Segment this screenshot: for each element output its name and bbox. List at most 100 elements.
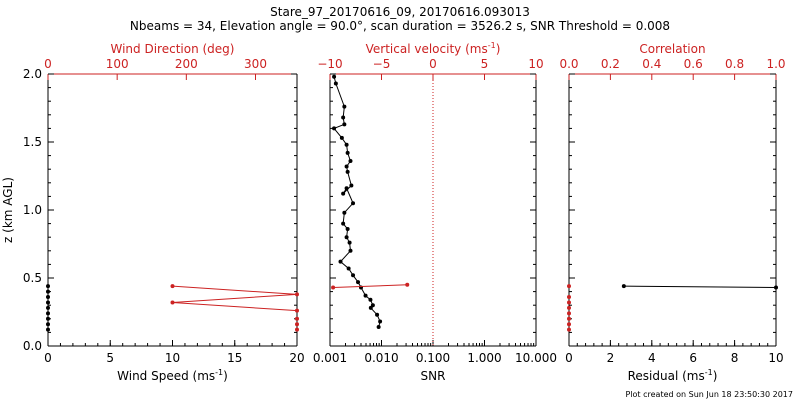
data-point-black [344, 235, 349, 240]
data-point-black [621, 284, 626, 289]
data-point-red [567, 316, 571, 321]
data-point-red [567, 300, 571, 305]
data-point-black [46, 284, 50, 289]
data-point-black [46, 295, 50, 300]
top-x-tick-label: 0.6 [684, 57, 703, 71]
panel-right: 0 2 4 6 8 10 0.0 0.2 0.4 0.6 0.8 1.0 Residual (ms-1)… [559, 42, 785, 383]
data-point-black [338, 259, 343, 264]
data-point-black [46, 322, 50, 327]
data-point-red [567, 305, 571, 310]
top-x-tick-label: 1.0 [766, 57, 785, 71]
data-point-black [341, 115, 346, 120]
data-point-black [348, 248, 353, 253]
x-tick-label: 20 [289, 351, 304, 365]
top-axis-label: Vertical velocity (ms-1) [366, 41, 501, 56]
data-point-red [170, 300, 175, 305]
figure-title: Stare_97_20170616_09, 20170616.093013 [270, 5, 530, 19]
data-point-black [351, 273, 356, 278]
x-tick-label: 0 [44, 351, 52, 365]
x-axis-label: SNR [421, 369, 446, 383]
data-point-black [348, 159, 353, 164]
series-line-red [333, 284, 408, 289]
top-x-tick-label: 100 [106, 57, 129, 71]
x-tick-label: 0 [565, 351, 573, 365]
data-point-black [341, 221, 346, 226]
data-point-black [344, 164, 349, 169]
data-point-black [341, 191, 346, 196]
top-x-tick-label: 0.2 [601, 57, 620, 71]
data-point-black [46, 311, 50, 316]
data-point-black [368, 297, 373, 302]
data-point-black [345, 169, 350, 174]
data-point-black [376, 324, 381, 329]
plot-footer: Plot created on Sun Jun 18 23:50:30 2017 [625, 390, 793, 399]
data-point-red [405, 282, 410, 287]
top-x-tick-label: 0.8 [725, 57, 744, 71]
data-point-black [46, 305, 50, 310]
data-point-black [344, 186, 349, 191]
data-point-black [356, 280, 361, 285]
data-point-red [567, 284, 571, 289]
data-point-red [295, 316, 299, 321]
series-line-black [623, 285, 777, 289]
data-point-black [46, 289, 50, 294]
y-tick-label: 1.0 [23, 203, 42, 217]
series-line-black [333, 76, 381, 328]
x-tick-label: 6 [689, 351, 697, 365]
data-point-red [567, 327, 571, 332]
data-point-black [774, 285, 778, 290]
data-point-black [351, 201, 356, 206]
data-point-black [349, 183, 354, 188]
data-point-black [370, 303, 375, 308]
top-x-tick-label: 200 [175, 57, 198, 71]
y-tick-label: 1.5 [23, 135, 42, 149]
x-axis-label: Residual (ms-1) [628, 368, 718, 383]
top-x-tick-label: 10 [528, 57, 543, 71]
data-point-red [170, 284, 175, 289]
top-x-tick-label: −5 [373, 57, 391, 71]
x-tick-label: 0.100 [416, 351, 450, 365]
x-tick-label: 0.010 [364, 351, 398, 365]
x-tick-label: 15 [227, 351, 242, 365]
x-axis-label: Wind Speed (ms-1) [117, 368, 228, 383]
data-point-red [295, 322, 299, 327]
top-x-tick-label: −10 [317, 57, 342, 71]
top-x-tick-label: 0 [429, 57, 437, 71]
y-tick-label: 0.0 [23, 339, 42, 353]
y-axis-label: z (km AGL) [1, 177, 15, 243]
series-line-red [172, 285, 298, 312]
top-axis-label: Wind Direction (deg) [111, 42, 235, 56]
data-point-black [368, 305, 373, 310]
data-point-red [567, 295, 571, 300]
data-point-red [567, 322, 571, 327]
x-tick-label: 0.001 [313, 351, 347, 365]
data-point-black [375, 312, 380, 317]
data-point-black [345, 150, 350, 155]
x-tick-label: 8 [731, 351, 739, 365]
x-tick-label: 5 [106, 351, 114, 365]
top-x-tick-label: 300 [244, 57, 267, 71]
data-point-black [342, 122, 347, 127]
data-point-black [46, 316, 50, 321]
top-x-tick-label: 0 [44, 57, 52, 71]
data-point-black [363, 293, 368, 298]
x-tick-label: 10 [768, 351, 783, 365]
x-tick-label: 4 [648, 351, 656, 365]
data-point-red [295, 292, 299, 297]
top-x-tick-label: 0.0 [559, 57, 578, 71]
data-point-black [332, 126, 337, 131]
y-tick-label: 2.0 [23, 67, 42, 81]
figure-subtitle: Nbeams = 34, Elevation angle = 90.0°, sc… [130, 19, 670, 33]
data-point-black [346, 266, 351, 271]
data-point-black [347, 240, 352, 245]
y-tick-label: 0.5 [23, 271, 42, 285]
top-x-tick-label: 5 [481, 57, 489, 71]
data-point-black [332, 74, 337, 79]
x-tick-label: 1.000 [467, 351, 501, 365]
x-tick-label: 10.000 [515, 351, 557, 365]
data-point-black [46, 327, 50, 332]
data-point-red [295, 327, 299, 332]
